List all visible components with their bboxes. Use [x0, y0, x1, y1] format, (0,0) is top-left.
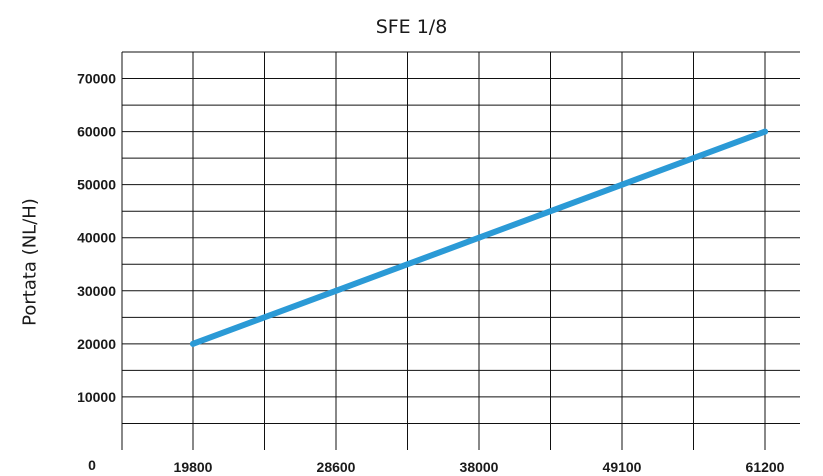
data-point [762, 128, 768, 135]
y-tick-label: 10000 [77, 389, 116, 405]
y-tick-label: 30000 [77, 283, 116, 299]
y-tick-label: 40000 [77, 230, 116, 246]
chart-title: SFE 1/8 [375, 16, 448, 38]
y-tick-label: 20000 [77, 336, 116, 352]
x-tick-label: 19800 [174, 459, 213, 475]
y-tick-label: 60000 [77, 124, 116, 140]
x-tick-label: 49100 [603, 459, 642, 475]
data-point [476, 234, 482, 241]
data-point [333, 287, 339, 294]
data-point [190, 340, 196, 347]
y-tick-label: 50000 [77, 177, 116, 193]
x-tick-label: 38000 [460, 459, 499, 475]
y-tick-label: 70000 [77, 71, 116, 87]
x-origin-label: 0 [88, 457, 96, 473]
x-tick-label: 28600 [317, 459, 356, 475]
data-point [619, 181, 625, 188]
x-tick-label: 61200 [746, 459, 785, 475]
